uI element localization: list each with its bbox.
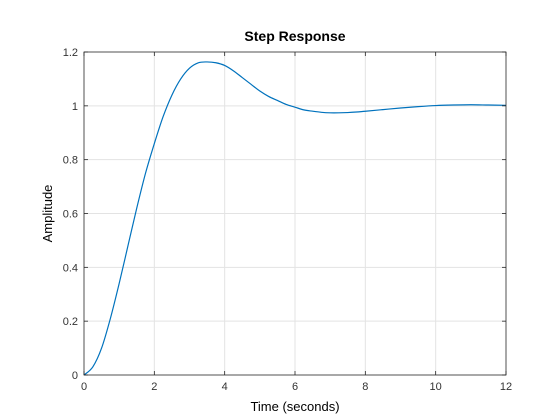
- x-tick-labels: 0 2 4 6 8 10 12: [81, 381, 512, 393]
- x-tick-label: 10: [430, 381, 442, 393]
- series-layer: [83, 61, 507, 376]
- y-tick-label: 1.2: [63, 47, 78, 59]
- y-tick-label: 0.2: [63, 316, 78, 328]
- x-axis-label: Time (seconds): [250, 399, 339, 414]
- x-tick-label: 8: [362, 381, 368, 393]
- chart-title: Step Response: [244, 28, 345, 44]
- step-response-line[interactable]: [83, 61, 507, 376]
- x-tick-label: 4: [222, 381, 228, 393]
- x-tick-label: 0: [81, 381, 87, 393]
- y-tick-label: 0.4: [63, 262, 78, 274]
- y-tick-labels: 0 0.2 0.4 0.6 0.8 1 1.2: [63, 47, 78, 382]
- y-tick-label: 0.6: [63, 209, 78, 221]
- y-axis-label: Amplitude: [40, 185, 55, 243]
- y-tick-label: 1: [72, 101, 78, 113]
- y-tick-label: 0: [72, 370, 78, 382]
- x-tick-label: 6: [292, 381, 298, 393]
- tick-marks: [83, 51, 507, 376]
- x-tick-label: 2: [151, 381, 157, 393]
- x-tick-label: 12: [500, 381, 512, 393]
- y-tick-label: 0.8: [63, 155, 78, 167]
